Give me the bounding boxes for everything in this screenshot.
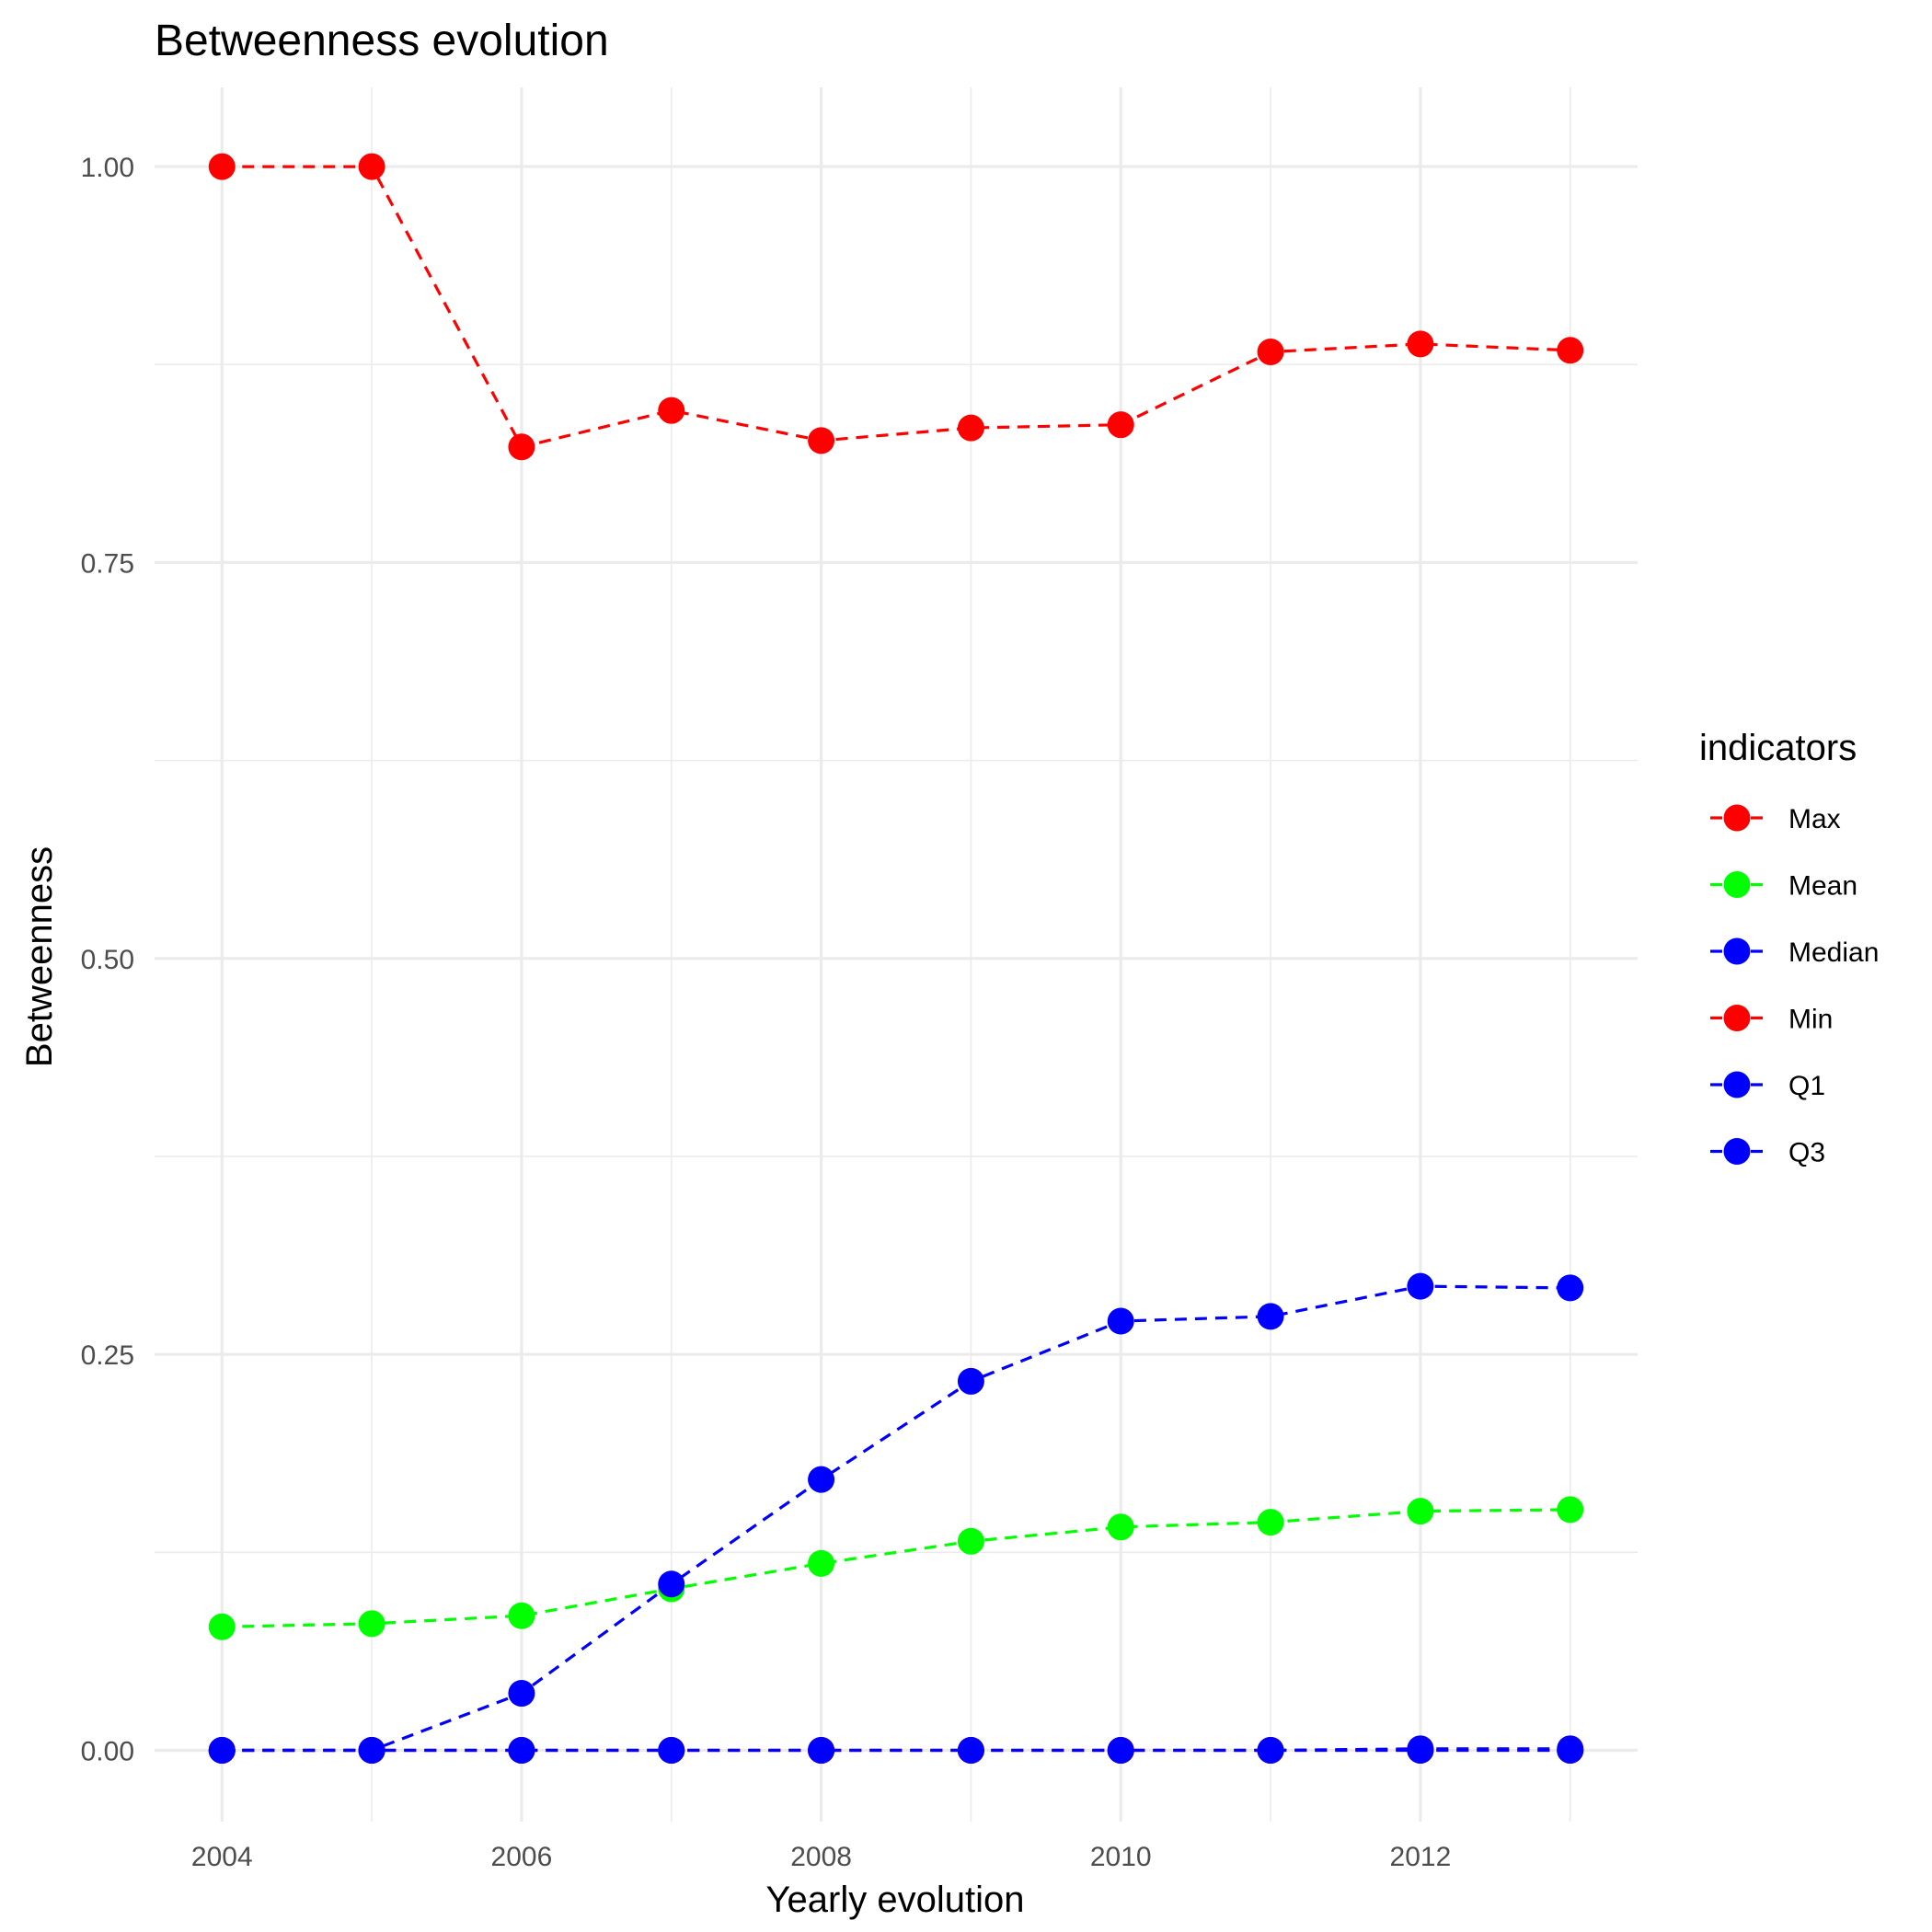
x-tick-label: 2006 [491, 1842, 553, 1872]
data-point-max [1257, 338, 1284, 365]
legend-label: Median [1788, 937, 1879, 968]
data-point-q3 [1257, 1303, 1284, 1330]
y-tick-label: 0.25 [81, 1340, 134, 1371]
data-point-mean [1557, 1496, 1584, 1524]
data-point-max [1407, 330, 1434, 358]
grid [155, 87, 1638, 1822]
data-point-max [1557, 337, 1584, 364]
x-tick-label: 2012 [1390, 1842, 1452, 1872]
legend-key-point [1723, 871, 1751, 898]
legend-item-q3: Q3 [1710, 1138, 1825, 1168]
legend-label: Mean [1788, 871, 1857, 902]
data-point-q3 [208, 1737, 236, 1765]
data-point-q1 [808, 1737, 835, 1765]
data-point-q1 [508, 1737, 535, 1765]
chart-title: Betweenness evolution [155, 17, 609, 65]
legend-key-point [1723, 1071, 1751, 1098]
x-tick-label: 2010 [1090, 1842, 1152, 1872]
data-point-q3 [358, 1737, 385, 1765]
data-point-mean [808, 1549, 835, 1577]
data-point-max [1107, 411, 1134, 439]
data-point-q1 [1107, 1737, 1134, 1765]
legend-key-point [1723, 937, 1751, 965]
y-axis-ticks: 0.00 0.25 0.50 0.75 1.00 [81, 153, 134, 1766]
legend-item-max: Max [1710, 804, 1841, 834]
data-point-q3 [808, 1466, 835, 1493]
data-point-q1 [1257, 1737, 1284, 1765]
data-point-mean [208, 1613, 236, 1640]
data-point-max [808, 427, 835, 454]
y-tick-label: 0.75 [81, 548, 134, 579]
series-line-mean [222, 1508, 1570, 1628]
data-point-max [208, 153, 236, 180]
legend-label: Min [1788, 1005, 1833, 1035]
data-point-q1 [1557, 1737, 1584, 1765]
data-point-q1 [658, 1737, 685, 1765]
legend-key-point [1723, 1138, 1751, 1165]
data-point-q3 [1407, 1272, 1434, 1300]
legend-item-min: Min [1710, 1005, 1833, 1035]
legend-title: indicators [1699, 728, 1857, 768]
data-point-q3 [658, 1570, 685, 1598]
y-tick-label: 1.00 [81, 153, 134, 183]
series-line-max [222, 165, 1570, 449]
x-axis-ticks: 2004 2006 2008 2010 2012 [191, 1842, 1451, 1872]
data-point-mean [1107, 1513, 1134, 1541]
data-point-max [658, 397, 685, 424]
data-point-mean [358, 1610, 385, 1638]
data-point-q3 [1107, 1307, 1134, 1335]
x-tick-label: 2004 [191, 1842, 253, 1872]
series-line-q3 [222, 1284, 1570, 1753]
x-axis-title: Yearly evolution [766, 1880, 1025, 1920]
y-tick-label: 0.50 [81, 945, 134, 975]
data-point-q1 [1407, 1737, 1434, 1765]
y-axis-title: Betweenness [19, 846, 60, 1067]
y-tick-label: 0.00 [81, 1737, 134, 1767]
data-point-max [957, 414, 984, 442]
legend-label: Q3 [1788, 1138, 1825, 1168]
data-point-q3 [508, 1680, 535, 1708]
legend-label: Q1 [1788, 1071, 1825, 1101]
data-point-max [508, 433, 535, 461]
data-point-mean [1257, 1509, 1284, 1536]
legend-key-point [1723, 1005, 1751, 1031]
legend-item-median: Median [1710, 937, 1879, 968]
data-point-q3 [1557, 1274, 1584, 1302]
data-point-max [358, 153, 385, 180]
legend-label: Max [1788, 804, 1841, 834]
legend: indicators Max Mean Median Min Q1 Q3 [1699, 728, 1879, 1168]
legend-key-point [1723, 804, 1751, 832]
data-point-mean [508, 1602, 535, 1629]
data-point-mean [1407, 1498, 1434, 1525]
data-point-q3 [957, 1367, 984, 1395]
data-point-mean [957, 1527, 984, 1555]
series-points [208, 153, 1584, 1765]
series-lines [222, 165, 1570, 1753]
x-tick-label: 2008 [790, 1842, 852, 1872]
legend-item-mean: Mean [1710, 871, 1857, 902]
legend-item-q1: Q1 [1710, 1071, 1825, 1101]
data-point-q1 [957, 1737, 984, 1765]
